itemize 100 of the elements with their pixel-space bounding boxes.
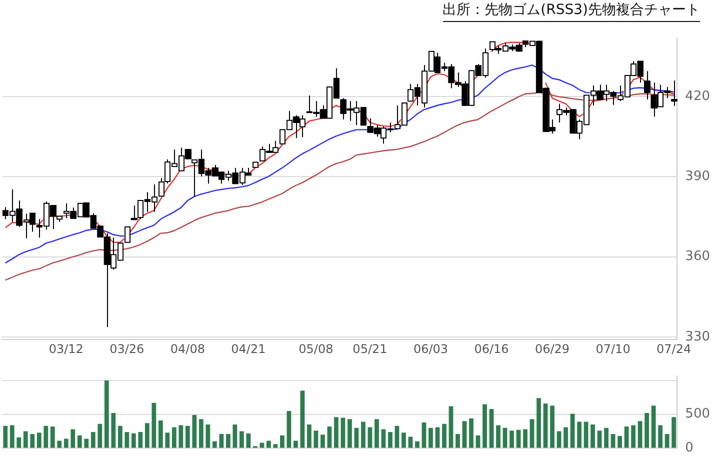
bar bbox=[144, 423, 150, 448]
x-tick-label: 06/29 bbox=[534, 342, 570, 356]
bar bbox=[618, 436, 622, 448]
bar bbox=[610, 434, 616, 448]
bar bbox=[530, 419, 534, 448]
bar bbox=[16, 437, 22, 448]
bar bbox=[77, 435, 82, 448]
bar bbox=[10, 425, 14, 448]
bar bbox=[597, 430, 602, 448]
bar bbox=[644, 413, 649, 448]
x-tick-label: 03/26 bbox=[110, 342, 144, 356]
bar bbox=[510, 430, 514, 448]
bar bbox=[340, 418, 346, 448]
bar bbox=[435, 427, 440, 448]
bar bbox=[246, 433, 251, 448]
bar bbox=[300, 390, 305, 448]
y-tick-label: 390 bbox=[685, 169, 710, 184]
bar bbox=[590, 424, 595, 448]
bar bbox=[348, 419, 352, 448]
bar bbox=[672, 417, 676, 448]
bar bbox=[638, 421, 642, 448]
bar bbox=[564, 427, 568, 448]
bar bbox=[64, 438, 68, 448]
bar bbox=[402, 432, 406, 448]
bar bbox=[584, 422, 588, 448]
bar bbox=[536, 398, 541, 448]
bar bbox=[664, 434, 670, 448]
bar bbox=[104, 380, 109, 448]
bar bbox=[482, 404, 487, 448]
bar bbox=[273, 444, 278, 448]
bar bbox=[118, 426, 122, 448]
bar bbox=[422, 422, 426, 448]
x-tick-label: 07/24 bbox=[656, 342, 692, 356]
bar bbox=[428, 428, 433, 448]
bar bbox=[448, 406, 454, 448]
x-tick-label: 04/21 bbox=[231, 342, 266, 356]
y-tick-label: 500 bbox=[685, 406, 710, 422]
bar bbox=[239, 431, 244, 448]
bar bbox=[30, 434, 35, 448]
bar bbox=[496, 425, 500, 448]
bar bbox=[172, 427, 176, 448]
bar bbox=[651, 406, 656, 448]
x-tick-label: 07/10 bbox=[596, 342, 630, 356]
bar bbox=[23, 431, 28, 448]
bar bbox=[44, 426, 48, 448]
bar bbox=[502, 428, 508, 448]
bar bbox=[462, 421, 467, 448]
bar bbox=[232, 424, 238, 448]
bar bbox=[152, 402, 156, 448]
x-tick-label: 03/12 bbox=[48, 342, 84, 356]
bar bbox=[165, 432, 170, 448]
y-tick-label: 360 bbox=[685, 249, 710, 264]
bar bbox=[354, 428, 359, 448]
bar bbox=[206, 424, 210, 448]
bar bbox=[489, 408, 494, 448]
bar bbox=[131, 433, 136, 448]
bar bbox=[84, 438, 89, 448]
bar bbox=[658, 425, 662, 448]
bar bbox=[226, 434, 230, 448]
bar bbox=[185, 426, 190, 448]
candlestick bbox=[252, 162, 258, 168]
chart-title: 出所：先物ゴム(RSS3)先物複合チャート bbox=[442, 0, 700, 22]
bar bbox=[388, 432, 392, 448]
x-tick-label: 05/21 bbox=[352, 342, 388, 356]
bar bbox=[307, 424, 312, 448]
bar bbox=[631, 425, 636, 448]
bar bbox=[212, 441, 217, 448]
bar bbox=[50, 426, 55, 448]
bar bbox=[280, 435, 284, 448]
bar bbox=[543, 404, 548, 448]
bar bbox=[192, 415, 197, 448]
bar bbox=[294, 440, 298, 448]
bar bbox=[57, 440, 62, 448]
bar bbox=[124, 432, 130, 448]
bar bbox=[90, 432, 96, 448]
bar bbox=[374, 419, 379, 448]
bar bbox=[361, 422, 366, 448]
bar bbox=[456, 434, 460, 448]
bar bbox=[286, 410, 292, 448]
bar bbox=[266, 440, 271, 448]
y-tick-label: 420 bbox=[685, 88, 710, 104]
bar bbox=[198, 419, 204, 448]
bar bbox=[523, 429, 528, 448]
bar bbox=[219, 434, 224, 448]
bar bbox=[320, 434, 325, 448]
x-tick-label: 05/08 bbox=[298, 342, 334, 356]
bar bbox=[334, 417, 338, 448]
bar bbox=[469, 418, 474, 448]
bar bbox=[70, 429, 76, 448]
bar bbox=[314, 430, 318, 448]
x-tick-label: 04/08 bbox=[170, 342, 205, 356]
bar bbox=[98, 424, 102, 448]
bar bbox=[516, 430, 521, 448]
bar bbox=[415, 441, 420, 448]
bar bbox=[36, 432, 42, 448]
x-tick-label: 06/16 bbox=[474, 342, 509, 356]
bar bbox=[408, 436, 413, 448]
bar bbox=[604, 428, 608, 448]
bar bbox=[111, 413, 116, 448]
bar bbox=[550, 406, 554, 448]
